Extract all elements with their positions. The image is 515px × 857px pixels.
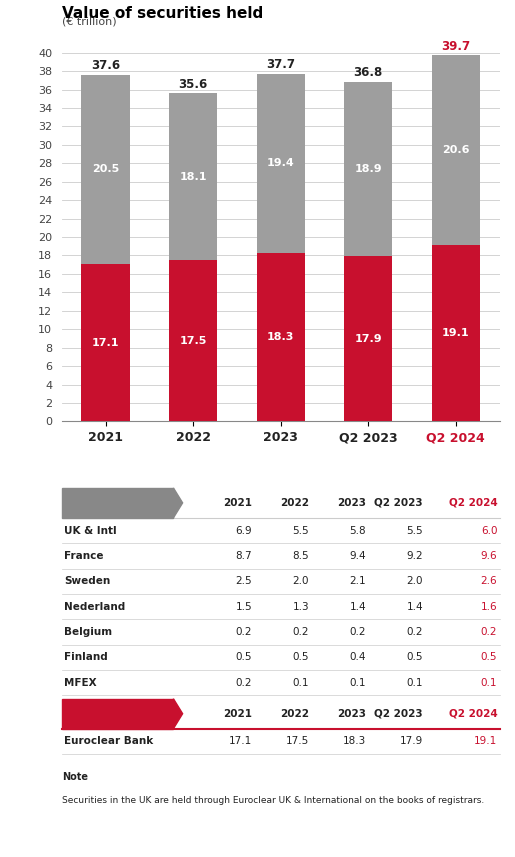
Text: 6.0: 6.0 (481, 525, 497, 536)
Text: 0.5: 0.5 (481, 652, 497, 662)
Text: 19.1: 19.1 (474, 736, 497, 746)
Bar (432, 245, 480, 422)
Text: Belgium: Belgium (64, 626, 112, 637)
Text: 0.2: 0.2 (236, 678, 252, 687)
Text: 0.2: 0.2 (406, 626, 423, 637)
Text: 2.1: 2.1 (349, 576, 366, 586)
Text: 19.1: 19.1 (442, 328, 470, 339)
Text: 18.3: 18.3 (267, 332, 295, 342)
Bar (256, 253, 305, 422)
Text: 0.1: 0.1 (406, 678, 423, 687)
Text: 17.9: 17.9 (354, 334, 382, 344)
Text: Q2 2024: Q2 2024 (449, 709, 497, 719)
Text: France: France (64, 551, 104, 560)
Text: 17.5: 17.5 (286, 736, 309, 746)
Text: (€ trillion): (€ trillion) (62, 16, 116, 27)
Text: 0.1: 0.1 (481, 678, 497, 687)
Text: 18.3: 18.3 (343, 736, 366, 746)
Text: 9.2: 9.2 (406, 551, 423, 560)
Text: Euroclear iCSD: Euroclear iCSD (66, 709, 159, 719)
Text: 20.6: 20.6 (442, 146, 470, 155)
Bar (81, 264, 130, 422)
Text: Value of securities held: Value of securities held (62, 6, 263, 21)
Bar (62, 488, 174, 518)
Text: 17.9: 17.9 (400, 736, 423, 746)
Text: 2021: 2021 (223, 709, 252, 719)
Text: 6.9: 6.9 (235, 525, 252, 536)
Text: 2.0: 2.0 (293, 576, 309, 586)
Text: Euroclear Bank: Euroclear Bank (64, 736, 153, 746)
Text: 1.3: 1.3 (293, 602, 309, 612)
Text: 2022: 2022 (280, 498, 309, 508)
Bar (432, 56, 480, 245)
Text: 17.1: 17.1 (229, 736, 252, 746)
Text: 2.5: 2.5 (235, 576, 252, 586)
Text: Finland: Finland (64, 652, 108, 662)
Text: 2.6: 2.6 (480, 576, 497, 586)
Text: 0.2: 0.2 (481, 626, 497, 637)
Bar (169, 261, 217, 422)
Bar (344, 256, 392, 422)
Text: 19.4: 19.4 (267, 159, 295, 168)
Bar (344, 82, 392, 256)
Polygon shape (174, 488, 183, 518)
Text: 2023: 2023 (337, 709, 366, 719)
Text: 0.4: 0.4 (350, 652, 366, 662)
Text: 20.5: 20.5 (92, 165, 119, 174)
Text: 8.5: 8.5 (293, 551, 309, 560)
Text: Nederland: Nederland (64, 602, 125, 612)
Text: 0.5: 0.5 (293, 652, 309, 662)
Text: 2021: 2021 (223, 498, 252, 508)
Text: Sweden: Sweden (64, 576, 110, 586)
Text: 17.5: 17.5 (179, 336, 207, 345)
Polygon shape (174, 698, 183, 728)
Text: Q2 2024: Q2 2024 (449, 498, 497, 508)
Text: 17.1: 17.1 (92, 338, 119, 348)
Text: 1.4: 1.4 (406, 602, 423, 612)
Text: 0.5: 0.5 (406, 652, 423, 662)
Text: 5.5: 5.5 (293, 525, 309, 536)
Text: 36.8: 36.8 (354, 67, 383, 80)
Text: 2022: 2022 (280, 709, 309, 719)
Text: 0.1: 0.1 (293, 678, 309, 687)
Text: 0.2: 0.2 (293, 626, 309, 637)
Bar (256, 74, 305, 253)
Text: Q2 2023: Q2 2023 (374, 709, 423, 719)
Text: 18.9: 18.9 (354, 165, 382, 174)
Text: 1.6: 1.6 (480, 602, 497, 612)
Text: 9.6: 9.6 (480, 551, 497, 560)
Text: 37.6: 37.6 (91, 59, 120, 72)
Text: 1.4: 1.4 (349, 602, 366, 612)
Text: 0.1: 0.1 (350, 678, 366, 687)
Text: 18.1: 18.1 (179, 171, 207, 182)
Text: 0.2: 0.2 (236, 626, 252, 637)
Text: 1.5: 1.5 (235, 602, 252, 612)
Text: 2.0: 2.0 (406, 576, 423, 586)
Text: 37.7: 37.7 (266, 58, 295, 71)
Text: Q2 2023: Q2 2023 (374, 498, 423, 508)
Bar (81, 75, 130, 264)
Text: 2023: 2023 (337, 498, 366, 508)
Text: Note: Note (62, 771, 88, 782)
Text: 35.6: 35.6 (179, 77, 208, 91)
Text: Securities in the UK are held through Euroclear UK & International on the books : Securities in the UK are held through Eu… (62, 796, 484, 806)
Bar (62, 698, 174, 728)
Text: 0.2: 0.2 (350, 626, 366, 637)
Text: 39.7: 39.7 (441, 39, 470, 53)
Text: Euroclear CSDs: Euroclear CSDs (66, 498, 162, 508)
Text: UK & Intl: UK & Intl (64, 525, 116, 536)
Text: MFEX: MFEX (64, 678, 97, 687)
Bar (169, 93, 217, 261)
Text: 5.8: 5.8 (349, 525, 366, 536)
Text: 8.7: 8.7 (235, 551, 252, 560)
Text: 0.5: 0.5 (236, 652, 252, 662)
Text: 5.5: 5.5 (406, 525, 423, 536)
Text: 9.4: 9.4 (349, 551, 366, 560)
